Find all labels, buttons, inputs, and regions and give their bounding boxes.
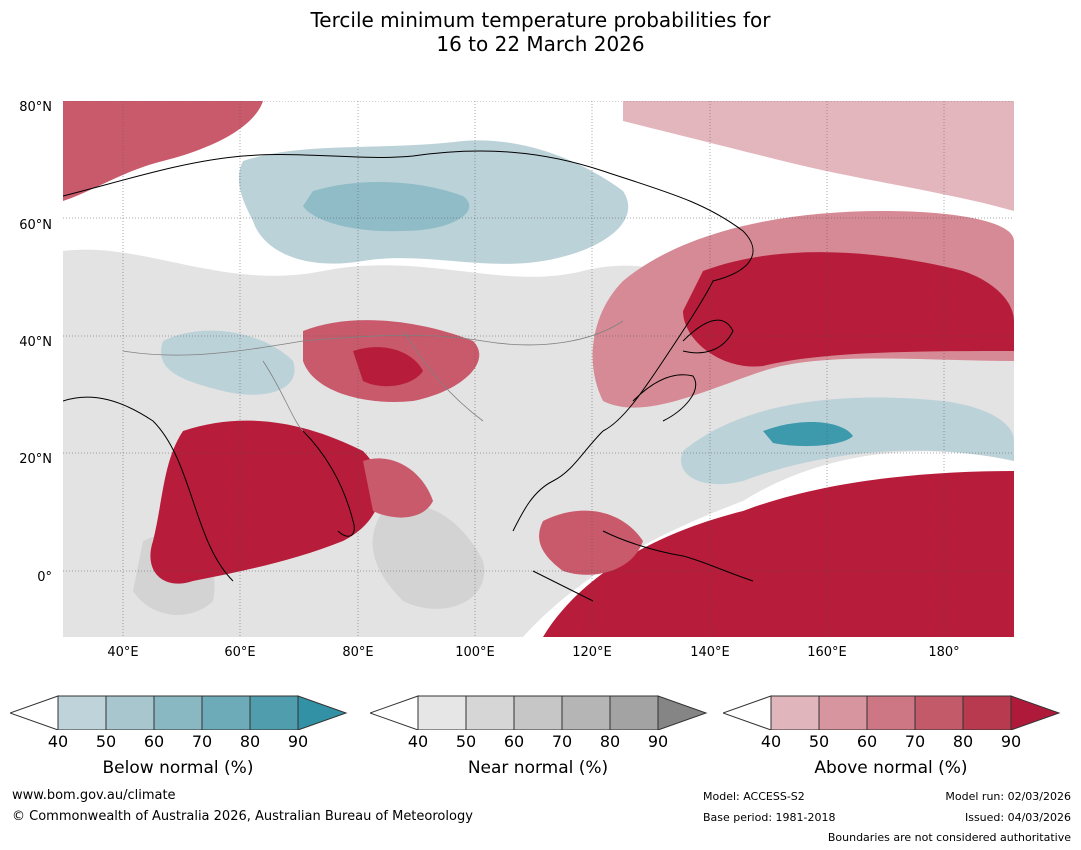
- model-run-text: Model run: 02/03/2026: [945, 790, 1071, 803]
- colorbar-below-bin-2: [105, 695, 155, 730]
- above-normal-north-pacific: [683, 252, 1014, 367]
- lon-label-160e: 160°E: [807, 645, 847, 660]
- legend-near-normal: 40 50 60 70 80 90 Near normal (%): [370, 690, 710, 778]
- colorbar-near-max-arrow: [657, 695, 708, 730]
- lon-label-100e: 100°E: [455, 645, 495, 660]
- country-boundaries: [122, 320, 624, 432]
- title-line-2: 16 to 22 March 2026: [436, 32, 645, 56]
- tick-label: 70: [551, 732, 573, 751]
- map-canvas: [63, 101, 1014, 637]
- lat-label-40n: 40°N: [19, 335, 52, 350]
- lon-label-80e: 80°E: [342, 645, 374, 660]
- lat-label-0: 0°: [37, 570, 52, 585]
- colorbar-above-max-arrow: [1010, 695, 1061, 730]
- colorbar-near: [370, 695, 708, 730]
- above-normal-arctic-west: [63, 101, 263, 201]
- tick-label: 40: [760, 732, 782, 751]
- tick-label: 50: [455, 732, 477, 751]
- colorbar-above-bin-1: [770, 695, 820, 730]
- lat-label-80n: 80°N: [19, 100, 52, 115]
- tick-label: 70: [191, 732, 213, 751]
- colorbar-near-bin-5: [609, 695, 659, 730]
- map-title: Tercile minimum temperature probabilitie…: [0, 8, 1081, 56]
- colorbar-below-max-arrow: [297, 695, 348, 730]
- colorbar-near-bin-1: [417, 695, 467, 730]
- colorbar-below-bin-4: [201, 695, 251, 730]
- colorbar-near-bin-3: [513, 695, 563, 730]
- website-link[interactable]: www.bom.gov.au/climate: [12, 788, 176, 803]
- below-normal-pacific: [681, 397, 1014, 485]
- colorbar-below-bin-1: [57, 695, 107, 730]
- colorbar-below-min-arrow: [10, 695, 59, 730]
- tick-label: 70: [904, 732, 926, 751]
- tick-label: 80: [599, 732, 621, 751]
- above-normal-tropical-pacific: [543, 471, 1014, 637]
- tick-label: 40: [47, 732, 69, 751]
- legend-title-above: Above normal (%): [814, 758, 968, 778]
- colorbar-below: [10, 695, 348, 730]
- lon-label-120e: 120°E: [572, 645, 612, 660]
- graticule: [63, 101, 1014, 637]
- base-period-text: Base period: 1981-2018: [703, 811, 836, 824]
- title-line-1: Tercile minimum temperature probabilitie…: [310, 8, 771, 32]
- above-normal-maritime: [539, 510, 643, 575]
- tick-label: 90: [647, 732, 669, 751]
- colorbar-above-bin-2: [818, 695, 868, 730]
- below-normal-siberia-core: [303, 181, 470, 232]
- lon-label-40e: 40°E: [107, 645, 139, 660]
- tick-label: 50: [808, 732, 830, 751]
- model-text: Model: ACCESS-S2: [703, 790, 805, 803]
- legend-below-normal: 40 50 60 70 80 90 Below normal (%): [10, 690, 350, 778]
- lon-label-180: 180°: [928, 645, 960, 660]
- lon-label-140e: 140°E: [690, 645, 730, 660]
- copyright-text: © Commonwealth of Australia 2026, Austra…: [12, 809, 473, 824]
- colorbar-above-bin-3: [866, 695, 916, 730]
- tick-label: 60: [143, 732, 165, 751]
- lon-label-60e: 60°E: [224, 645, 256, 660]
- tick-label: 90: [1000, 732, 1022, 751]
- colorbar-above-bin-4: [914, 695, 964, 730]
- tick-label: 80: [239, 732, 261, 751]
- tick-label: 40: [407, 732, 429, 751]
- colorbar-below-bin-5: [249, 695, 299, 730]
- tick-label: 60: [856, 732, 878, 751]
- lat-label-60n: 60°N: [19, 218, 52, 233]
- below-normal-pacific-core: [763, 421, 853, 447]
- above-normal-bay-bengal: [363, 458, 433, 518]
- near-normal-region-2: [372, 504, 485, 609]
- colorbar-near-bin-4: [561, 695, 611, 730]
- probability-map: [63, 101, 1014, 637]
- issued-text: Issued: 04/03/2026: [964, 811, 1071, 824]
- colorbar-above-min-arrow: [723, 695, 772, 730]
- above-normal-tibet-core: [353, 347, 423, 387]
- tick-label: 90: [287, 732, 309, 751]
- colorbar-above-bin-5: [962, 695, 1012, 730]
- legend-title-below: Below normal (%): [102, 758, 254, 778]
- colorbar-below-bin-3: [153, 695, 203, 730]
- tick-label: 60: [503, 732, 525, 751]
- legend-title-near: Near normal (%): [467, 758, 609, 778]
- legend-above-normal: 40 50 60 70 80 90 Above normal (%): [723, 690, 1063, 778]
- colorbar-near-bin-2: [465, 695, 515, 730]
- tick-label: 50: [95, 732, 117, 751]
- coastlines: [63, 150, 754, 602]
- boundaries-disclaimer: Boundaries are not considered authoritat…: [827, 831, 1071, 844]
- lat-label-20n: 20°N: [19, 452, 52, 467]
- colorbar-above: [723, 695, 1061, 730]
- tick-label: 80: [952, 732, 974, 751]
- above-normal-arctic: [623, 101, 1014, 211]
- below-normal-central-asia: [161, 330, 295, 395]
- colorbar-near-min-arrow: [370, 695, 419, 730]
